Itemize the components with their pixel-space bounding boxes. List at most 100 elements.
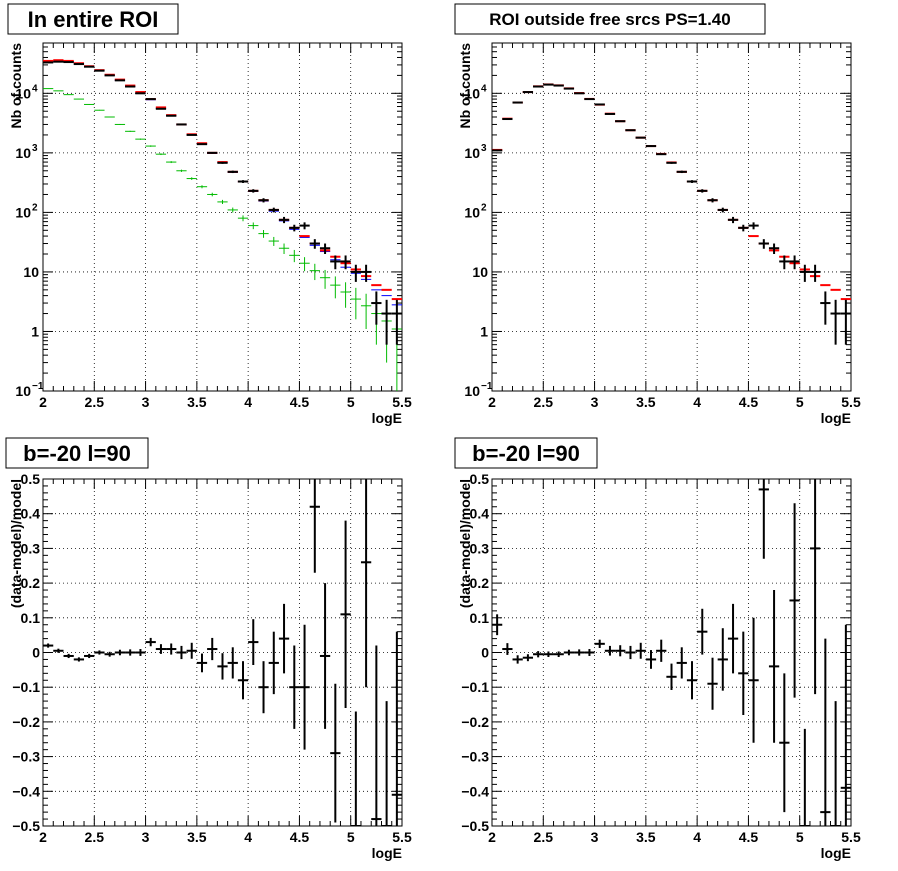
point-data	[186, 642, 197, 659]
series-data	[43, 479, 402, 826]
point-data	[748, 617, 759, 743]
point-data	[686, 180, 698, 183]
point-data	[625, 645, 636, 660]
point-component	[319, 269, 331, 289]
title-box	[454, 437, 598, 469]
x-tick-label: 5.5	[841, 394, 861, 410]
y-tick-label: 0.4	[470, 506, 490, 522]
series-layer	[492, 83, 851, 345]
point-data	[391, 299, 402, 345]
series-data	[492, 83, 851, 345]
y-tick-label: 10	[15, 383, 31, 399]
point-data	[574, 649, 585, 656]
x-tick-label: 2.5	[534, 829, 554, 845]
series-component	[43, 88, 402, 391]
point-data	[738, 631, 749, 715]
x-tick-label: 3	[142, 394, 150, 410]
point-data	[237, 180, 249, 183]
y-tick-label: 1	[31, 323, 39, 339]
point-data	[502, 118, 513, 121]
point-component	[114, 123, 126, 125]
y-tick-label: 10	[464, 145, 480, 161]
x-tick-label: 2	[39, 829, 47, 845]
x-tick-label: 3	[591, 829, 599, 845]
point-data	[155, 644, 167, 654]
y-axis-title: Nb of counts	[457, 43, 473, 129]
x-tick-label: 2.5	[85, 829, 105, 845]
point-data	[371, 645, 382, 826]
point-component	[360, 293, 372, 329]
point-data	[799, 264, 810, 282]
point-data	[758, 239, 769, 249]
x-tick-label: 5	[796, 394, 804, 410]
grid	[492, 479, 851, 826]
point-data	[717, 207, 728, 213]
point-data	[707, 198, 718, 203]
point-data	[789, 255, 800, 270]
y-tick-label: 10	[464, 204, 480, 220]
point-component	[227, 207, 238, 213]
point-data	[135, 649, 146, 656]
plot-frame	[491, 42, 852, 392]
y-tick-label: 0	[32, 645, 40, 661]
x-tick-label: 2	[39, 394, 47, 410]
y-tick-label: −0.2	[12, 714, 40, 730]
panel-bottom-right: 2 2.5 3 3.5 4 4.5 5 5.5 −0.5 −0.4 −0.3 −0.2 −0.1 0 0.1…	[454, 437, 861, 861]
y-tick-label: 0.1	[21, 610, 41, 626]
point-data	[371, 291, 382, 325]
y-tick-label: 10	[472, 264, 488, 280]
point-data	[522, 91, 534, 94]
y-tick-label: −0.5	[12, 818, 40, 834]
point-data	[319, 583, 331, 729]
point-data	[748, 222, 759, 230]
y-tick-exponent: −1	[481, 381, 493, 392]
point-data	[135, 92, 146, 95]
y-axis-title: (data-model)/model	[8, 479, 24, 608]
point-data	[227, 647, 238, 679]
point-data	[738, 224, 749, 232]
point-data	[299, 624, 310, 750]
point-data	[176, 645, 187, 660]
point-data	[615, 120, 626, 123]
ticks	[42, 42, 403, 392]
x-tick-label: 2	[488, 394, 496, 410]
point-component	[309, 263, 320, 281]
x-tick-label: 5	[347, 829, 355, 845]
point-data	[840, 299, 851, 345]
point-data	[584, 98, 595, 101]
point-component	[350, 287, 361, 320]
point-component	[176, 169, 187, 172]
point-data	[319, 243, 331, 255]
y-tick-label: −0.2	[461, 714, 489, 730]
point-data	[563, 649, 575, 656]
point-data	[330, 683, 341, 823]
point-data	[309, 479, 320, 573]
point-data	[584, 649, 595, 656]
point-data	[330, 255, 341, 270]
point-data	[278, 216, 290, 224]
point-data	[574, 92, 585, 95]
y-tick-label: 10	[23, 264, 39, 280]
series-layer	[492, 479, 851, 826]
point-component	[330, 276, 341, 299]
point-component	[268, 236, 279, 246]
point-data	[94, 650, 105, 655]
point-data	[727, 216, 739, 224]
point-data	[340, 255, 351, 270]
point-data	[656, 639, 667, 662]
y-tick-exponent: 2	[32, 202, 38, 213]
point-component	[237, 215, 249, 222]
point-data	[666, 663, 677, 690]
x-tick-label: 4.5	[290, 394, 310, 410]
point-data	[53, 648, 64, 653]
point-component	[104, 116, 115, 118]
point-data	[350, 264, 361, 282]
point-component	[207, 192, 218, 197]
point-component	[217, 199, 228, 205]
y-tick-label: 10	[464, 85, 480, 101]
point-data	[615, 645, 626, 657]
point-data	[686, 661, 698, 700]
x-tick-label: 3	[142, 829, 150, 845]
point-data	[502, 643, 513, 655]
